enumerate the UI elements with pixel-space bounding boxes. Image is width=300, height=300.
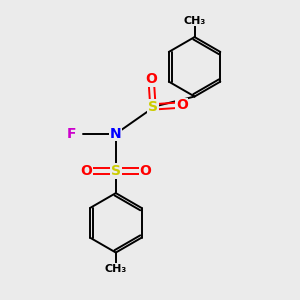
Text: O: O [176, 98, 188, 112]
Text: CH₃: CH₃ [184, 16, 206, 26]
Text: O: O [146, 72, 158, 86]
Text: S: S [111, 164, 121, 178]
Text: CH₃: CH₃ [105, 264, 127, 274]
Text: S: S [148, 100, 158, 114]
Text: O: O [140, 164, 152, 178]
Text: F: F [67, 127, 76, 141]
Text: O: O [80, 164, 92, 178]
Text: N: N [110, 127, 122, 141]
